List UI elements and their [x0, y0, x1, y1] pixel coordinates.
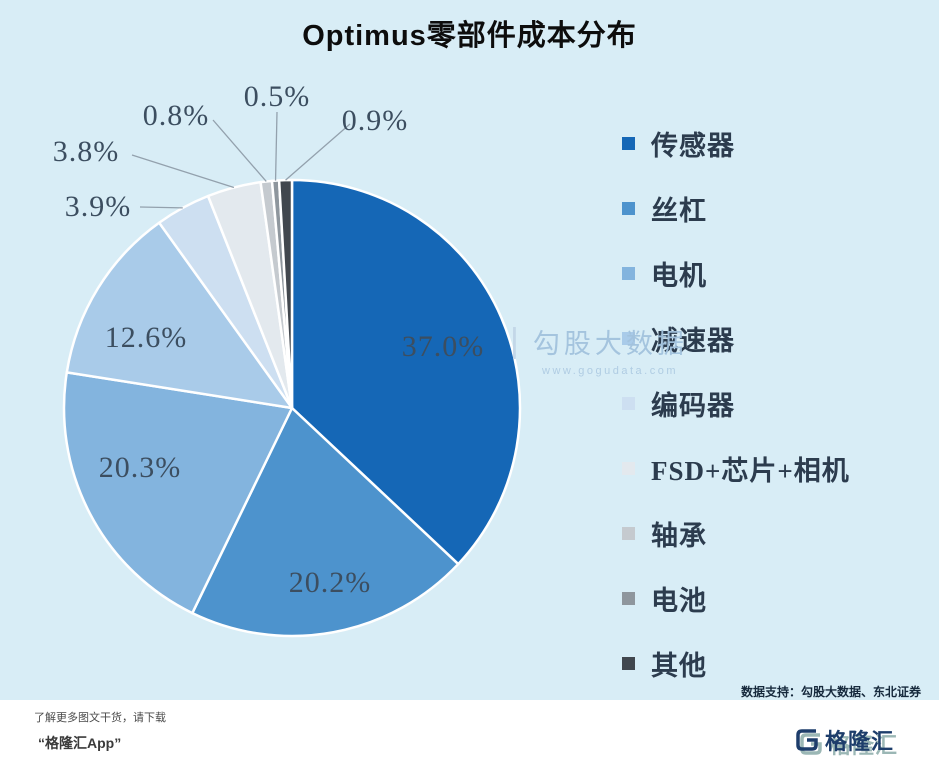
legend-label: 轴承 [651, 520, 707, 551]
legend-swatch [622, 656, 635, 670]
legend-swatch [622, 136, 635, 150]
logo-text: 格隆汇 [825, 729, 895, 754]
legend-item-减速器: 减速器 [622, 323, 850, 356]
legend-item-电池: 电池 [622, 583, 850, 616]
logo-shadow-layer: 格隆汇 [797, 728, 898, 760]
legend-swatch [622, 526, 635, 540]
leader-line [285, 123, 351, 181]
legend-label: 电池 [651, 585, 707, 616]
legend-item-传感器: 传感器 [622, 128, 850, 161]
pie-slice-传感器 [290, 178, 522, 566]
leader-line [131, 154, 235, 189]
legend-item-电机: 电机 [622, 258, 850, 291]
legend-item-FSD+芯片+相机: FSD+芯片+相机 [622, 453, 850, 486]
pie-label-电池: 0.5% [244, 80, 311, 113]
logo-g-icon [796, 729, 818, 751]
pie-label-轴承: 0.8% [143, 99, 210, 132]
pie-label-其他: 0.9% [342, 104, 409, 137]
leader-line [212, 119, 267, 182]
pie-label-编码器: 3.9% [65, 190, 132, 223]
pie-label-电机: 20.3% [99, 451, 182, 484]
source-note: 数据支持：勾股大数据、东北证券 [740, 685, 921, 699]
logo-front-layer: 格隆汇 [793, 724, 894, 756]
pie-label-丝杠: 20.2% [289, 566, 372, 599]
legend-label: 丝杠 [651, 195, 707, 226]
logo-g-icon [800, 733, 822, 755]
pie-chart-svg: 37.0% 20.2% 20.3% 12.6% 3.9% 3.8% 0.8% 0.5% 0.9% [53, 80, 522, 638]
legend: 传感器丝杠电机减速器编码器 FSD+芯片+相机 轴承电池其他 [622, 128, 850, 681]
pie-slice-丝杠 [191, 406, 460, 638]
legend-label: 减速器 [651, 325, 735, 356]
legend-item-其他: 其他 [622, 648, 850, 681]
legend-swatch [622, 591, 635, 605]
leader-line [139, 206, 183, 209]
legend-swatch [622, 331, 635, 345]
legend-swatch [622, 461, 635, 475]
legend-swatch [622, 266, 635, 280]
pie-label-减速器: 12.6% [105, 321, 188, 354]
legend-label: FSD+芯片+相机 [651, 455, 850, 486]
pie-label-FSD+芯片+相机: 3.8% [53, 135, 120, 168]
legend-swatch [622, 201, 635, 215]
footer-left: 了解更多图文干货，请下载 “格隆汇App” [34, 709, 166, 753]
pie-slice-电机 [62, 371, 294, 615]
legend-label: 传感器 [651, 130, 735, 161]
legend-label: 其他 [651, 650, 707, 681]
legend-label: 编码器 [651, 390, 735, 421]
chart-title: Optimus零部件成本分布 [302, 20, 637, 52]
footer-hint: 了解更多图文干货，请下载 [34, 712, 166, 724]
pie-slice-减速器 [65, 221, 294, 410]
footer: 了解更多图文干货，请下载 “格隆汇App” 格隆汇 格隆汇 [0, 700, 939, 770]
legend-label: 电机 [651, 260, 707, 291]
legend-swatch [622, 396, 635, 410]
legend-item-轴承: 轴承 [622, 518, 850, 551]
logo-text: 格隆汇 [829, 733, 899, 758]
legend-item-编码器: 编码器 [622, 388, 850, 421]
leader-line [274, 111, 278, 181]
footer-app-name: “格隆汇App” [38, 735, 122, 751]
gelonghui-logo: 格隆汇 格隆汇 [793, 724, 913, 758]
pie-label-传感器: 37.0% [402, 330, 485, 363]
legend-item-丝杠: 丝杠 [622, 193, 850, 226]
